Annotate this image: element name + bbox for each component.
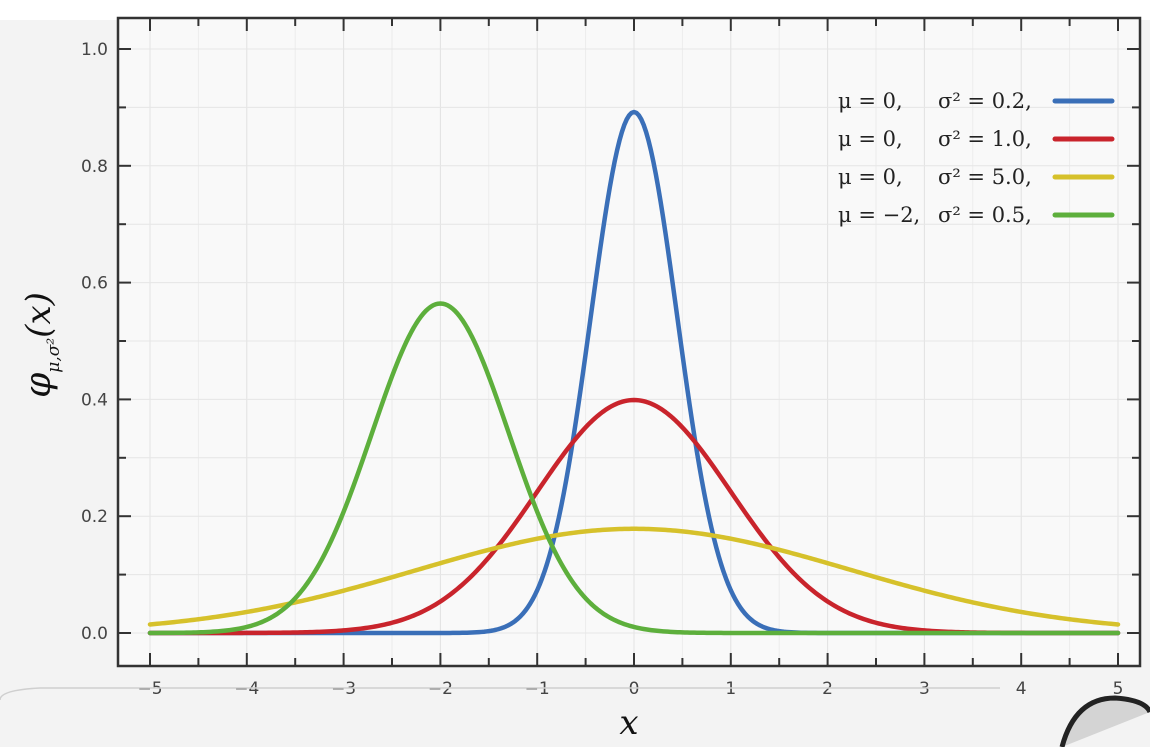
x-tick-label: 1: [725, 679, 736, 699]
legend-mu-label: μ = 0,: [838, 127, 903, 151]
legend-item-2: μ = 0, σ² = 1.0,: [838, 127, 1115, 151]
x-tick-label: 2: [822, 679, 833, 699]
legend-sigma-label: σ² = 0.5,: [938, 203, 1032, 227]
legend-item-4: μ = −2, σ² = 0.5,: [838, 203, 1115, 227]
y-tick-label: 0.8: [81, 157, 108, 177]
tick-marks: [118, 18, 1140, 666]
x-tick-label: −1: [525, 679, 550, 699]
legend-item-3: μ = 0, σ² = 5.0,: [838, 165, 1115, 189]
plot-background: [118, 18, 1140, 666]
y-tick-label: 1.0: [81, 40, 108, 60]
x-tick-labels: −5 −4 −3 −2 −1 0 1 2 3 4 5: [137, 679, 1123, 699]
x-axis-label: x: [619, 703, 638, 743]
y-axis-label: φμ,σ²(x): [18, 292, 64, 398]
decorative-corner-circle: [1059, 695, 1150, 747]
legend-mu-label: μ = −2,: [838, 203, 920, 227]
x-tick-label: −2: [428, 679, 453, 699]
x-tick-label: 3: [919, 679, 930, 699]
y-tick-label: 0.6: [81, 274, 108, 294]
x-tick-label: 4: [1016, 679, 1027, 699]
y-tick-label: 0.2: [81, 507, 108, 527]
y-axis-label-arg: (x): [19, 292, 59, 338]
series-layer: [147, 109, 1121, 636]
svg-text:φμ,σ²(x): φμ,σ²(x): [18, 292, 64, 398]
legend-sigma-label: σ² = 5.0,: [938, 165, 1032, 189]
legend-sigma-label: σ² = 1.0,: [938, 127, 1032, 151]
x-tick-label: 5: [1113, 679, 1124, 699]
x-tick-label: −4: [234, 679, 259, 699]
top-strip: [0, 0, 1150, 20]
series-line-3: [147, 526, 1121, 627]
legend-item-1: μ = 0, σ² = 0.2,: [838, 89, 1115, 113]
y-axis-label-main: φ: [18, 372, 59, 398]
y-tick-label: 0.0: [81, 624, 108, 644]
x-tick-label: 0: [629, 679, 640, 699]
legend-sigma-label: σ² = 0.2,: [938, 89, 1032, 113]
series-line-4: [147, 301, 1121, 636]
legend-mu-label: μ = 0,: [838, 89, 903, 113]
decorative-bottom-edge: [0, 687, 1000, 701]
y-tick-labels: 0.0 0.2 0.4 0.6 0.8 1.0: [81, 40, 108, 644]
legend: μ = 0, σ² = 0.2, μ = 0, σ² = 1.0, μ = 0, σ² =…: [838, 89, 1115, 227]
x-tick-label: −5: [137, 679, 162, 699]
y-axis-label-subscript: μ,σ²: [44, 338, 64, 373]
x-tick-label: −3: [331, 679, 356, 699]
y-tick-label: 0.4: [81, 390, 108, 410]
legend-mu-label: μ = 0,: [838, 165, 903, 189]
